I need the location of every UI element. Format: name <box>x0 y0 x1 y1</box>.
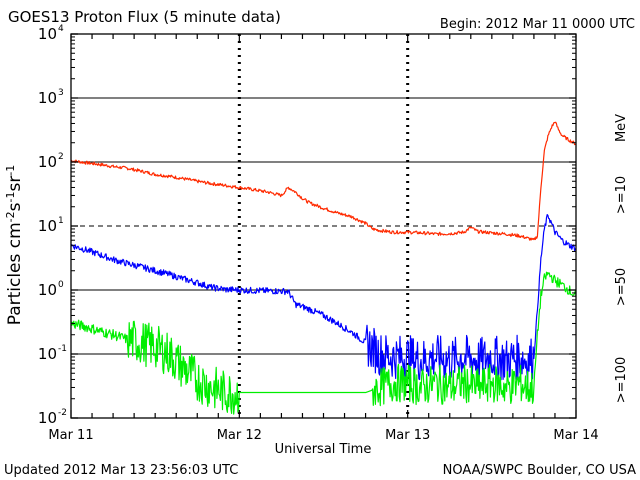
y-tick-label: 10 <box>38 153 57 171</box>
y-tick-exponent: 2 <box>58 152 64 162</box>
y-tick-exponent: 4 <box>58 24 64 34</box>
legend-ge10: >=10 <box>614 176 629 214</box>
legend-ge100: >=100 <box>614 357 629 404</box>
x-tick-label: Mar 11 <box>48 428 93 443</box>
updated-label: Updated 2012 Mar 13 23:56:03 UTC <box>4 463 238 478</box>
y-tick-exponent: -1 <box>58 344 67 354</box>
credit-label: NOAA/SWPC Boulder, CO USA <box>443 463 636 478</box>
chart-title: GOES13 Proton Flux (5 minute data) <box>8 8 281 26</box>
y-tick-label: 10 <box>38 409 57 427</box>
x-axis-label: Universal Time <box>275 442 372 457</box>
data-series <box>70 121 577 415</box>
day-separators <box>237 34 410 418</box>
y-tick-exponent: 3 <box>58 88 64 98</box>
legend-ge50: >=50 <box>614 268 629 306</box>
y-tick-label: 10 <box>38 281 57 299</box>
y-tick-exponent: 1 <box>58 216 64 226</box>
legend: MeV >=10 >=50 >=100 <box>614 114 629 403</box>
y-tick-exponent: 0 <box>58 280 64 290</box>
y-tick-label: 10 <box>38 217 57 235</box>
y-tick-exponent: -2 <box>58 408 67 418</box>
y-tick-label: 10 <box>38 345 57 363</box>
begin-label: Begin: 2012 Mar 11 0000 UTC <box>440 17 635 32</box>
x-tick-label: Mar 14 <box>553 428 598 443</box>
y-tick-label: 10 <box>38 25 57 43</box>
series-line-ge100 <box>70 271 577 415</box>
series-line-ge50 <box>70 214 577 383</box>
x-tick-label: Mar 12 <box>217 428 262 443</box>
gridlines <box>71 97 576 355</box>
x-axis-ticks: Mar 11 Mar 12 Mar 13 Mar 14 <box>48 34 599 443</box>
y-axis-label: Particles cm-2s-1sr-1 <box>4 165 25 326</box>
legend-unit: MeV <box>614 114 629 142</box>
y-tick-label: 10 <box>38 89 57 107</box>
series-line-ge10 <box>70 121 577 241</box>
x-tick-label: Mar 13 <box>385 428 430 443</box>
